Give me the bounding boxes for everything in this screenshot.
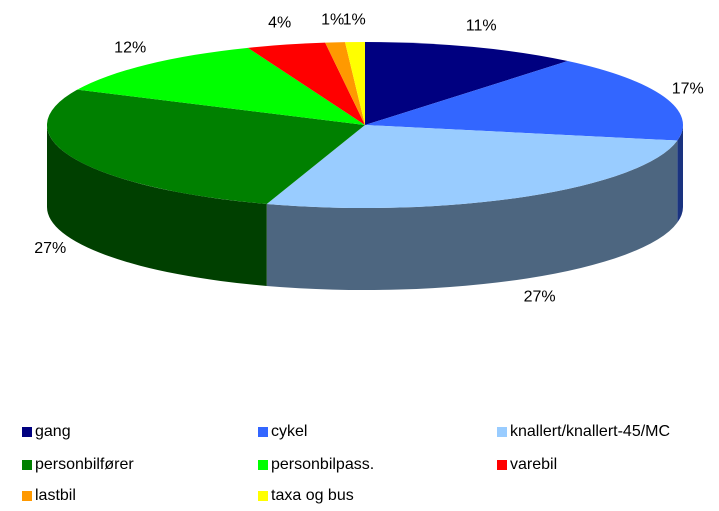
data-label: 11% <box>466 17 497 34</box>
data-label: 1% <box>343 11 366 28</box>
legend-swatch <box>497 427 507 437</box>
legend-swatch <box>22 427 32 437</box>
data-label: 1% <box>321 12 344 29</box>
legend-swatch <box>258 427 268 437</box>
legend-label: cykel <box>271 423 307 440</box>
legend-label: varebil <box>510 456 557 473</box>
pie-slice-side <box>47 125 267 286</box>
data-label: 27% <box>34 240 66 257</box>
legend-label: personbilpass. <box>271 456 374 473</box>
legend-swatch <box>497 460 507 470</box>
legend-swatch <box>22 460 32 470</box>
pie-slice <box>345 42 365 125</box>
data-label: 4% <box>268 15 291 32</box>
data-label: 27% <box>524 289 556 306</box>
legend-label: lastbil <box>35 487 76 504</box>
pie-slice <box>266 125 678 208</box>
pie-slice <box>365 42 568 125</box>
legend-label: personbilfører <box>35 456 134 473</box>
pie-slice <box>46 89 365 204</box>
pie-slice <box>325 42 365 125</box>
pie-slice <box>247 42 365 125</box>
legend-swatch <box>258 491 268 501</box>
pie-slice-side <box>266 140 678 290</box>
legend-swatch <box>22 491 32 501</box>
legend-label: taxa og bus <box>271 487 354 504</box>
pie-slice <box>365 61 683 141</box>
pie-slice-side <box>677 125 683 223</box>
legend-label: gang <box>35 423 71 440</box>
data-label: 17% <box>672 81 704 98</box>
pie-slice <box>77 47 365 125</box>
data-label: 12% <box>114 40 146 57</box>
legend-swatch <box>258 460 268 470</box>
legend-label: knallert/knallert-45/MC <box>510 423 670 440</box>
